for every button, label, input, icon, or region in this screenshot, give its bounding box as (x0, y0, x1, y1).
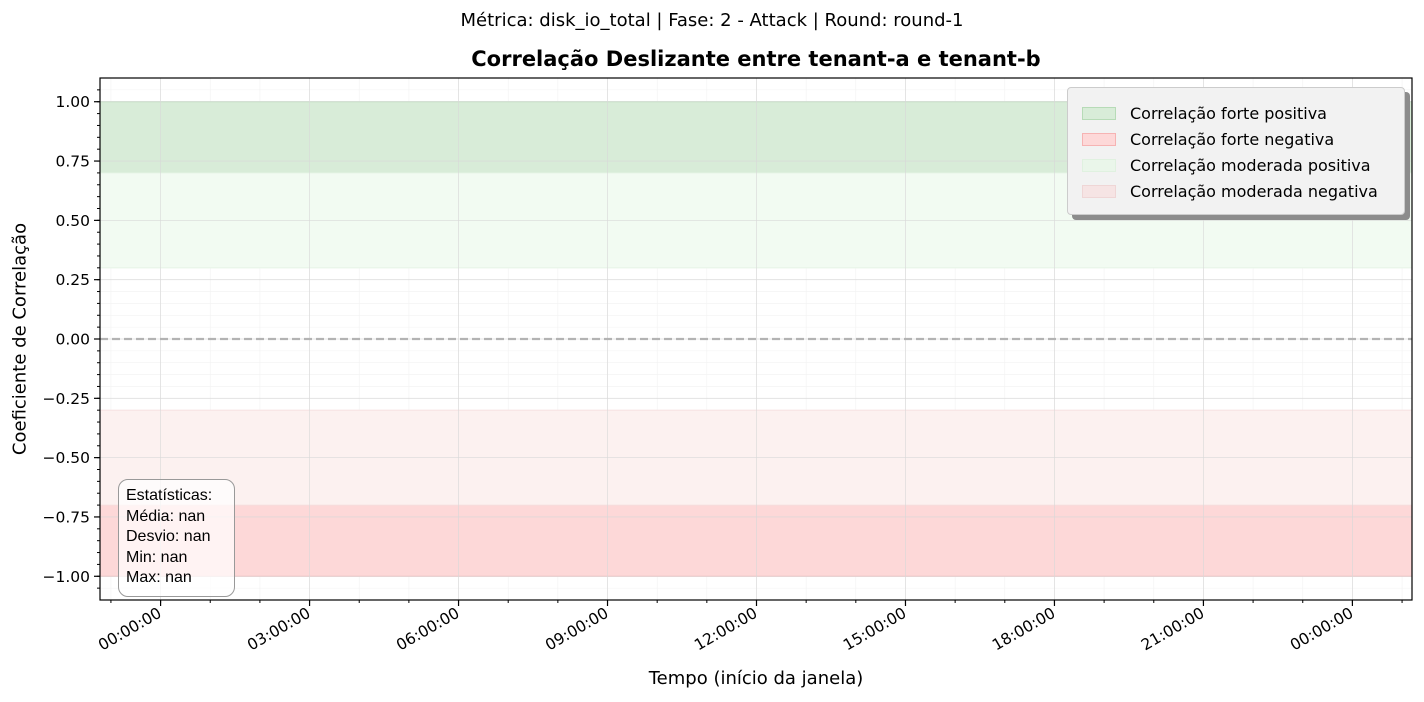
legend-swatch-moderate-positive (1082, 158, 1116, 172)
legend: Correlação forte positiva Correlação for… (1067, 87, 1405, 215)
x-tick-label: 12:00:00 (691, 604, 760, 654)
x-axis-label: Tempo (início da janela) (648, 668, 864, 689)
legend-swatch-strong-positive (1082, 106, 1116, 120)
y-tick-label: −1.00 (43, 568, 91, 586)
legend-label: Correlação forte negativa (1130, 129, 1335, 149)
legend-label: Correlação moderada positiva (1130, 155, 1371, 175)
legend-item-strong-positive: Correlação forte positiva (1082, 100, 1404, 126)
y-axis-label: Coeficiente de Correlação (9, 222, 31, 456)
x-tick-label: 00:00:00 (95, 604, 164, 654)
legend-item-moderate-negative: Correlação moderada negativa (1082, 178, 1404, 204)
legend-label: Correlação moderada negativa (1130, 181, 1378, 201)
x-tick-label: 18:00:00 (989, 604, 1058, 654)
stats-std: Desvio: nan (126, 528, 211, 546)
stats-title: Estatísticas: (126, 487, 213, 504)
x-tick-label: 00:00:00 (1287, 604, 1356, 654)
y-tick-label: 0.75 (55, 153, 90, 171)
legend-swatch-moderate-negative (1082, 184, 1116, 198)
legend-item-strong-negative: Correlação forte negativa (1082, 126, 1404, 152)
x-tick-label: 03:00:00 (244, 604, 313, 654)
y-tick-label: −0.75 (43, 508, 91, 526)
stats-min: Min: nan (126, 548, 188, 566)
statistics-box: Estatísticas: Média: nan Desvio: nan Min… (118, 479, 235, 597)
y-tick-label: 0.50 (55, 212, 90, 230)
legend-item-moderate-positive: Correlação moderada positiva (1082, 152, 1404, 178)
figure-suptitle: Métrica: disk_io_total | Fase: 2 - Attac… (460, 10, 964, 31)
legend-label: Correlação forte positiva (1130, 103, 1327, 123)
y-tick-label: 1.00 (55, 93, 90, 111)
x-tick-label: 15:00:00 (840, 604, 909, 654)
y-tick-label: −0.50 (43, 449, 91, 467)
chart-title: Correlação Deslizante entre tenant-a e t… (471, 47, 1041, 71)
stats-max: Max: nan (126, 569, 192, 587)
band-1 (99, 504, 1413, 577)
x-tick-label: 09:00:00 (542, 604, 611, 654)
legend-swatch-strong-negative (1082, 132, 1116, 146)
x-tick-label: 21:00:00 (1138, 604, 1207, 654)
x-tick-label: 06:00:00 (393, 604, 462, 654)
y-tick-label: 0.00 (55, 331, 90, 349)
stats-mean: Média: nan (126, 507, 206, 525)
y-tick-label: 0.25 (55, 271, 90, 289)
y-tick-label: −0.25 (43, 390, 91, 408)
